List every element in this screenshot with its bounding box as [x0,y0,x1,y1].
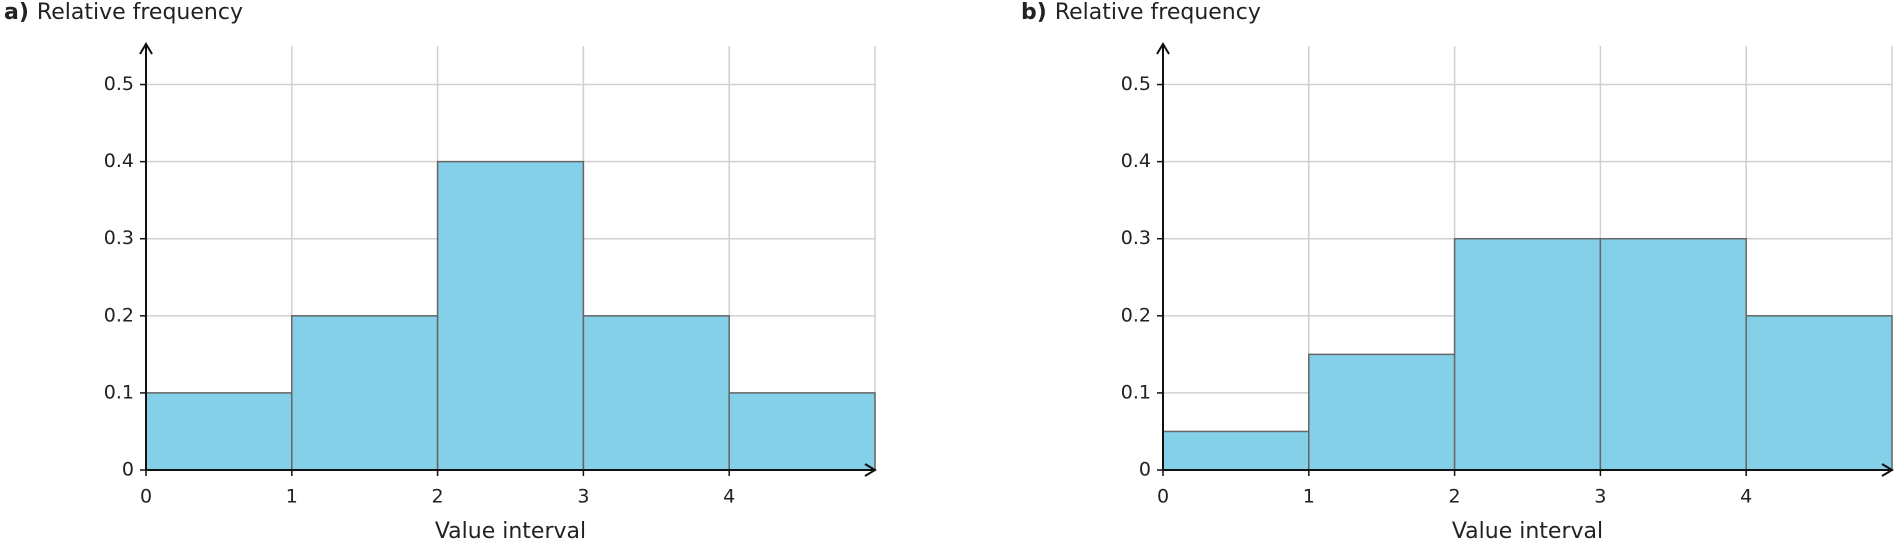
x-tick-label: 3 [1594,486,1606,508]
bar [728,392,876,471]
x-tick-label: 0 [140,486,152,508]
bar [582,315,730,471]
y-tick-label: 0.5 [104,73,134,95]
chart-title: a) Relative frequency [4,0,243,25]
panel-label: a) [4,0,29,25]
y-tick-label: 0.5 [1121,73,1151,95]
x-axis-arrow [864,463,877,477]
bar [1745,315,1893,471]
y-axis-arrow [139,42,153,55]
y-tick-label: 0.1 [104,381,134,403]
x-tick-label: 0 [1157,486,1169,508]
bar [145,392,293,471]
y-tick-label: 0.2 [1121,304,1151,326]
x-tick-label: 1 [286,486,298,508]
y-tick-label: 0.1 [1121,381,1151,403]
title-text: Relative frequency [37,0,243,25]
x-axis-label: Value interval [1452,519,1603,544]
chart: a) Relative frequency 0 0.1 0.2 0.3 0.4 0.5 0 1 2 3… [4,0,877,544]
bar [291,315,439,471]
y-tick-label: 0 [122,459,134,481]
bar [1162,430,1310,471]
y-axis-arrow [1156,42,1170,55]
y-tick-label: 0.4 [104,150,134,172]
y-tick-label: 0.2 [104,304,134,326]
x-tick-label: 4 [1740,486,1752,508]
x-axis-arrow [1881,463,1894,477]
x-tick-label: 3 [577,486,589,508]
x-axis-label: Value interval [435,519,586,544]
panel-label: b) [1021,0,1047,25]
chart-title: b) Relative frequency [1021,0,1261,25]
chart: b) Relative frequency 0 0.1 0.2 0.3 0.4 0.5 0 1 2 3… [1021,0,1894,544]
x-tick-label: 2 [432,486,444,508]
y-tick-label: 0.4 [1121,150,1151,172]
x-tick-label: 2 [1449,486,1461,508]
title-text: Relative frequency [1055,0,1261,25]
y-tick-label: 0 [1139,459,1151,481]
bar [1599,237,1747,471]
bar [436,160,585,471]
x-tick-label: 1 [1303,486,1315,508]
y-tick-label: 0.3 [104,227,134,249]
x-tick-label: 4 [723,486,735,508]
bar [1308,353,1456,471]
y-tick-label: 0.3 [1121,227,1151,249]
bar [1453,237,1602,471]
